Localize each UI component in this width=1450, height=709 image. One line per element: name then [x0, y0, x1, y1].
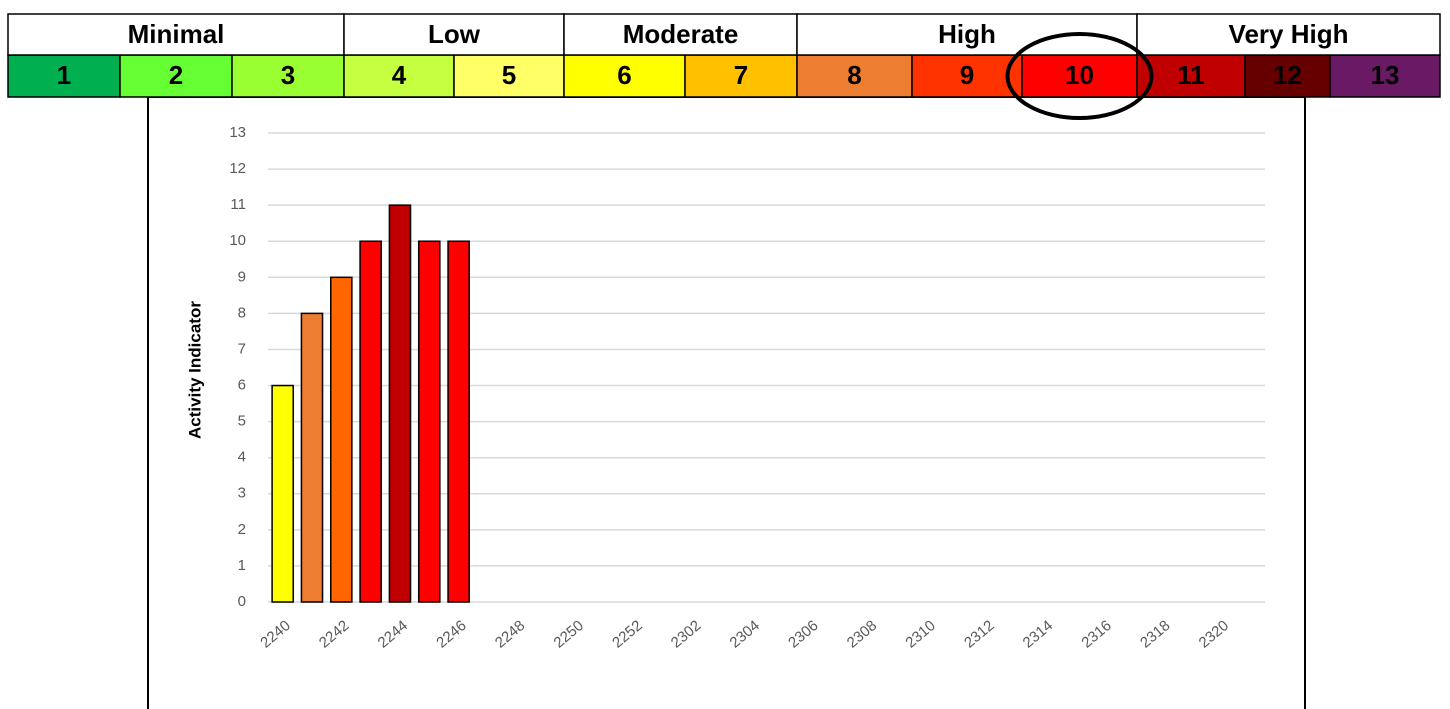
- group-cell: [7, 13, 345, 56]
- group-cell: [563, 13, 798, 56]
- level-label: 13: [1371, 60, 1400, 90]
- group-label: Very High: [1229, 19, 1349, 49]
- y-tick-label: 6: [238, 377, 246, 394]
- y-tick-label: 3: [238, 485, 246, 502]
- group-label: Moderate: [623, 19, 739, 49]
- level-label: 2: [169, 60, 183, 90]
- y-tick-label: 5: [238, 413, 246, 430]
- level-label: 11: [1177, 60, 1205, 90]
- bar: [330, 276, 353, 603]
- group-label: Minimal: [128, 19, 225, 49]
- level-cell: [7, 54, 121, 98]
- level-label: 8: [847, 60, 861, 90]
- y-tick-label: 2: [238, 521, 246, 538]
- bar: [447, 240, 470, 603]
- y-tick-label: 9: [238, 268, 246, 285]
- level-cell: [684, 54, 798, 98]
- y-tick-label: 0: [238, 593, 246, 610]
- group-cell: [1136, 13, 1441, 56]
- level-label: 9: [960, 60, 974, 90]
- y-axis-title: Activity Indicator: [185, 301, 204, 439]
- y-tick-label: 8: [238, 304, 246, 321]
- y-tick-label: 11: [230, 196, 246, 213]
- bar: [300, 312, 324, 603]
- level-cell: [1021, 54, 1138, 98]
- level-label: 12: [1273, 60, 1302, 90]
- level-cell: [796, 54, 913, 98]
- bar: [388, 204, 412, 603]
- level-label: 10: [1065, 60, 1094, 90]
- level-cell: [453, 54, 565, 98]
- level-label: 4: [392, 60, 407, 90]
- y-tick-label: 7: [238, 340, 246, 357]
- y-tick-label: 13: [229, 124, 246, 141]
- level-label: 3: [281, 60, 295, 90]
- highlight-ring: [1005, 32, 1154, 120]
- y-tick-label: 4: [238, 449, 246, 466]
- level-label: 6: [617, 60, 631, 90]
- level-cell: [1329, 54, 1441, 98]
- bar: [417, 240, 441, 603]
- level-label: 5: [502, 60, 516, 90]
- y-tick-label: 12: [229, 160, 246, 177]
- level-cell: [119, 54, 233, 98]
- bar: [359, 240, 382, 603]
- level-label: 7: [734, 60, 748, 90]
- y-tick-label: 1: [238, 557, 246, 574]
- level-cell: [911, 54, 1023, 98]
- bar: [271, 384, 294, 603]
- level-label: 1: [57, 60, 71, 90]
- y-tick-label: 10: [229, 232, 246, 249]
- group-label: Low: [428, 19, 481, 49]
- group-label: High: [938, 19, 996, 49]
